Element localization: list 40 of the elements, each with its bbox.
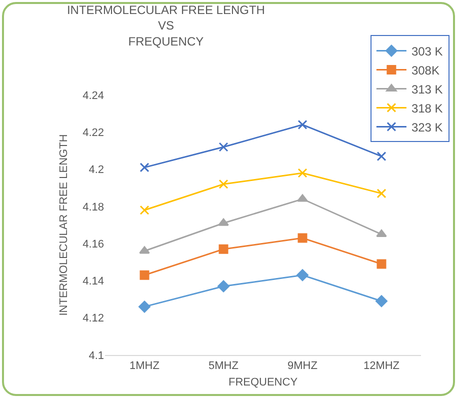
point bbox=[140, 162, 150, 172]
point bbox=[218, 280, 230, 292]
point bbox=[298, 233, 308, 243]
x-tick-label: 5MHZ bbox=[208, 360, 239, 372]
point bbox=[376, 295, 388, 308]
point bbox=[140, 205, 150, 215]
point bbox=[298, 120, 308, 130]
y-tick-label: 4.2 bbox=[88, 164, 104, 176]
legend-label: 323 K bbox=[411, 120, 443, 134]
point bbox=[376, 230, 387, 238]
point bbox=[376, 188, 386, 198]
y-tick-label: 4.14 bbox=[82, 276, 104, 288]
legend-label: 308K bbox=[411, 63, 440, 78]
legend-label: 313 K bbox=[411, 82, 443, 96]
point bbox=[376, 259, 386, 269]
point bbox=[218, 179, 228, 189]
y-tick-label: 4.1 bbox=[88, 350, 104, 362]
y-tick-label: 4.24 bbox=[82, 90, 104, 102]
chart-title: INTERMOLECULAR FREE LENGTH VS FREQUENCY bbox=[66, 3, 265, 48]
point bbox=[297, 194, 308, 202]
y-tick-label: 4.12 bbox=[82, 312, 104, 325]
x-axis-title: FREQUENCY bbox=[228, 376, 298, 388]
y-tick-label: 4.18 bbox=[82, 201, 104, 214]
point bbox=[218, 142, 228, 152]
point bbox=[376, 152, 386, 162]
x-tick-label: 12MHZ bbox=[363, 360, 400, 372]
point bbox=[138, 300, 150, 313]
x-tick-label: 1MHZ bbox=[130, 360, 160, 372]
legend-label: 303 K bbox=[411, 44, 443, 58]
point bbox=[298, 168, 308, 178]
y-tick-label: 4.22 bbox=[82, 126, 104, 139]
x-tick-label: 9MHZ bbox=[288, 360, 318, 372]
point bbox=[218, 244, 228, 254]
point bbox=[140, 270, 150, 280]
point bbox=[296, 269, 308, 282]
point bbox=[218, 218, 229, 226]
y-axis-title: INTERMOLECULAR FREE LENGTH bbox=[58, 134, 70, 316]
legend-label: 318 K bbox=[411, 101, 443, 116]
point bbox=[139, 246, 150, 254]
y-tick-label: 4.16 bbox=[82, 238, 104, 250]
